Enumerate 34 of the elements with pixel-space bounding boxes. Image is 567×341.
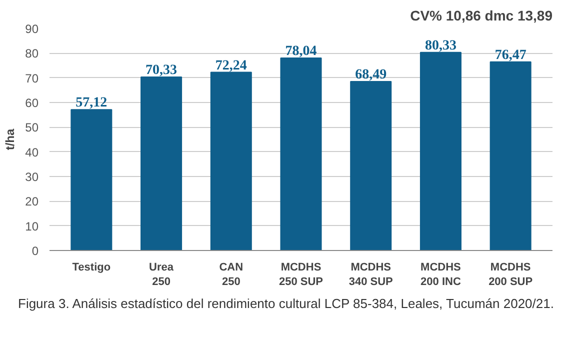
x-tick-label: MCDHS 200 SUP [488, 262, 533, 288]
y-axis-title: t/ha [3, 128, 18, 150]
bar [280, 58, 322, 250]
bar [350, 81, 392, 250]
y-tick-label: 80 [25, 46, 39, 61]
x-tick-label: Urea 250 [149, 262, 174, 288]
data-label: 72,24 [215, 58, 247, 74]
chart-title: CV% 10,86 dmc 13,89 [410, 8, 553, 24]
y-tick-label: 0 [32, 244, 39, 258]
x-tick-label: CAN 250 [219, 262, 244, 288]
x-tick-label: MCDHS 250 SUP [278, 262, 324, 288]
y-tick-label: 60 [25, 96, 39, 110]
y-tick-label: 40 [25, 145, 39, 160]
text: Figura 3. Análisis estadístico del rendimiento cultural LCP 85-384, Leales, Tucumán 2020/21. [18, 295, 554, 313]
bar [70, 109, 112, 250]
bar [490, 61, 532, 250]
bar [210, 72, 252, 250]
y-tick-label: 30 [25, 170, 39, 184]
x-tick-label: Testigo [72, 262, 111, 274]
bar [140, 76, 182, 250]
y-tick-label: 70 [25, 71, 39, 86]
data-label: 76,47 [494, 48, 526, 63]
y-tick-label: 50 [25, 120, 39, 135]
data-label: 78,04 [285, 44, 317, 59]
data-label: 68,49 [355, 68, 387, 83]
x-tick-label: MCDHS 340 SUP [348, 262, 393, 288]
data-label: 70,33 [146, 63, 178, 78]
bar [420, 52, 462, 250]
data-label: 57,12 [76, 96, 108, 111]
y-tick-label: 20 [25, 194, 39, 209]
x-tick-label: MCDHS 200 INC [420, 262, 461, 288]
y-tick-label: 10 [25, 219, 39, 234]
data-label: 80,33 [424, 38, 456, 54]
y-tick-label: 90 [25, 22, 39, 36]
